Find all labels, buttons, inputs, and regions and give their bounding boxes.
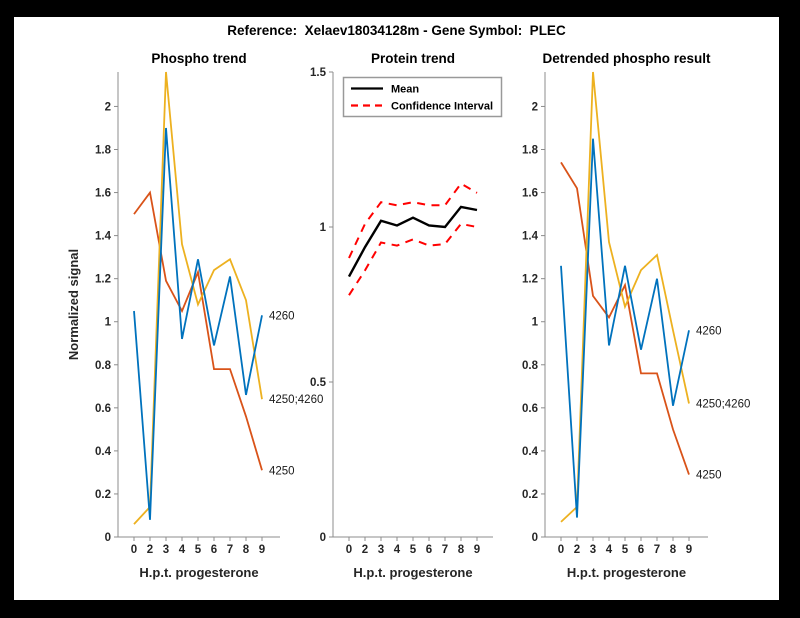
x-tick-label: 6 (211, 544, 217, 556)
x-tick-label: 0 (558, 544, 564, 556)
subplot-detrended-phospho-result: 00.20.40.60.811.21.41.61.820 2 3 4 5 6 7 8 9Detr… (522, 51, 750, 580)
plots-svg: 00.20.40.60.811.21.41.61.820 2 3 4 5 6 7 8 9Phos… (66, 51, 750, 580)
y-tick-label: 2 (105, 101, 111, 113)
x-tick-label: 9 (686, 544, 692, 556)
y-axis-label: Normalized signal (66, 249, 81, 360)
subplot-title: Protein trend (371, 51, 455, 66)
x-tick-label: 3 (590, 544, 596, 556)
x-axis-label: H.p.t. progesterone (567, 565, 686, 580)
series-line-confidence-interval-lower (348, 222, 478, 296)
x-tick-label: 3 (163, 544, 169, 556)
y-tick-label: 1.4 (522, 231, 539, 243)
x-tick-label: 5 (195, 544, 202, 556)
x-tick-label: 8 (243, 544, 250, 556)
x-tick-label: 0 (131, 544, 137, 556)
y-tick-label: 0.8 (522, 360, 539, 372)
series-end-label-4250: 4250 (696, 470, 722, 482)
series-line-4250 (133, 190, 263, 471)
y-tick-label: 0 (105, 532, 111, 544)
series-end-label-4250-4260: 4250;4260 (696, 399, 750, 411)
y-tick-label: 2 (532, 101, 538, 113)
y-tick-label: 1 (320, 222, 327, 234)
y-tick-label: 1.6 (95, 188, 111, 200)
x-tick-label: 6 (426, 544, 432, 556)
x-tick-label: 2 (362, 544, 368, 556)
x-tick-label: 4 (179, 544, 186, 556)
y-tick-label: 0.5 (310, 377, 327, 389)
subplot-phospho-trend: 00.20.40.60.811.21.41.61.820 2 3 4 5 6 7 8 9Phos… (66, 51, 323, 580)
series-end-label-4260: 4260 (269, 310, 295, 322)
y-tick-label: 1.8 (522, 145, 539, 157)
x-tick-label: 7 (442, 544, 448, 556)
legend: Mean Confidence Interval (342, 76, 503, 118)
series-line-4260 (133, 127, 263, 520)
x-tick-label: 3 (378, 544, 384, 556)
y-tick-label: 0.6 (95, 403, 111, 415)
y-tick-label: 0.2 (95, 489, 111, 501)
series-end-label-4250: 4250 (269, 465, 295, 477)
series-line-4250 (560, 161, 690, 475)
y-tick-label: 0 (320, 532, 326, 544)
x-axis-label: H.p.t. progesterone (139, 565, 258, 580)
x-tick-label: 9 (259, 544, 265, 556)
y-tick-label: 0 (532, 532, 538, 544)
legend-label-mean: Mean (391, 84, 419, 96)
subplot-title: Detrended phospho result (542, 51, 711, 66)
x-tick-label: 8 (458, 544, 465, 556)
y-tick-label: 1 (105, 317, 112, 329)
series-line-4250-4260 (560, 71, 690, 523)
figure-title: Reference: Xelaev18034128m - Gene Symbol… (227, 23, 566, 38)
x-tick-label: 0 (346, 544, 352, 556)
y-tick-label: 1.8 (95, 145, 112, 157)
series-line-4260 (560, 138, 690, 518)
x-tick-label: 4 (606, 544, 613, 556)
y-tick-label: 1.2 (522, 274, 538, 286)
x-tick-label: 7 (227, 544, 233, 556)
y-tick-label: 1.2 (95, 274, 111, 286)
y-tick-label: 1.5 (310, 67, 327, 79)
series-line-mean (347, 205, 478, 278)
y-tick-label: 0.2 (522, 489, 538, 501)
x-tick-label: 5 (622, 544, 629, 556)
legend-box (342, 76, 503, 118)
y-tick-label: 1.4 (95, 231, 112, 243)
series-end-label-4250-4260: 4250;4260 (269, 394, 323, 406)
series-line-confidence-interval-upper (348, 182, 478, 259)
x-tick-label: 5 (410, 544, 417, 556)
x-axis-label: H.p.t. progesterone (353, 565, 472, 580)
subplot-title: Phospho trend (151, 51, 246, 66)
series-end-label-4260: 4260 (696, 325, 722, 337)
y-tick-label: 0.4 (95, 446, 112, 458)
legend-label-confidence-interval: Confidence Interval (391, 101, 493, 113)
x-tick-label: 4 (394, 544, 401, 556)
x-tick-label: 6 (638, 544, 644, 556)
y-tick-label: 1 (532, 317, 539, 329)
y-tick-label: 0.6 (522, 403, 538, 415)
y-tick-label: 0.4 (522, 446, 539, 458)
x-tick-label: 7 (654, 544, 660, 556)
x-tick-label: 9 (474, 544, 480, 556)
y-tick-label: 1.6 (522, 188, 538, 200)
x-tick-label: 2 (147, 544, 153, 556)
series-line-4250-4260 (133, 71, 263, 525)
x-tick-label: 2 (574, 544, 580, 556)
x-tick-label: 8 (670, 544, 677, 556)
y-tick-label: 0.8 (95, 360, 112, 372)
figure-canvas: Reference: Xelaev18034128m - Gene Symbol… (14, 17, 779, 600)
